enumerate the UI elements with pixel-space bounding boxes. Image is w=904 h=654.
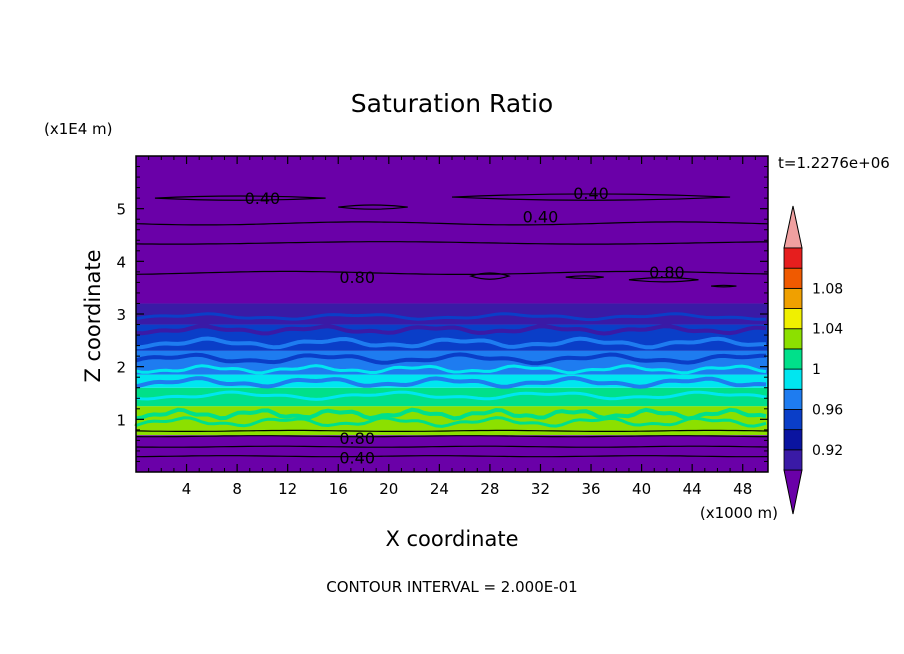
colorbar-tick-label-1: 0.96: [812, 402, 843, 418]
x-tick-label-1: 8: [232, 480, 242, 498]
x-tick-label-2: 12: [278, 480, 297, 498]
contour-filament-2: [135, 416, 767, 428]
contour-label-3: 0.80: [339, 268, 375, 287]
contour-loop-3: [469, 272, 511, 280]
x-tick-label-9: 40: [632, 480, 651, 498]
contour-label-4: 0.80: [649, 263, 685, 282]
contour-line-0: [135, 221, 769, 226]
contour-label-1: 0.40: [573, 184, 609, 203]
y-tick-label-1: 2: [116, 359, 126, 377]
colorbar-segment-8: [783, 287, 803, 309]
contour-loop-0: [154, 195, 326, 201]
contour-filament-1: [135, 407, 767, 421]
colorbar-tick-label-2: 1: [812, 362, 821, 378]
contour-lines: [135, 193, 769, 458]
colorbar-segment-4: [783, 368, 803, 390]
contour-line-1: [135, 241, 768, 245]
colorbar-segment-2: [783, 409, 803, 431]
contour-line-5: [135, 445, 769, 448]
contour-loop-6: [711, 284, 737, 288]
colorbar-arrow-high: [783, 205, 803, 249]
y-axis: 1 2 3 4 5: [116, 166, 768, 462]
contour-loop-5: [628, 277, 699, 283]
colorbar-tick-label-3: 1.04: [812, 322, 843, 338]
contour-filament-5: [135, 364, 767, 375]
x-tick-label-8: 36: [581, 480, 600, 498]
contour-label-0: 0.40: [245, 189, 281, 208]
contour-label-5: 0.80: [339, 429, 375, 448]
plot-area: [134, 156, 768, 472]
contour-band-0: [136, 435, 768, 472]
y-tick-label-4: 5: [116, 201, 126, 219]
contour-line-6: [135, 455, 769, 458]
x-unit-label: (x1000 m): [700, 504, 778, 522]
colorbar-segment-1: [783, 429, 803, 451]
y-tick-label-0: 1: [116, 411, 126, 429]
x-tick-label-7: 32: [531, 480, 550, 498]
colorbar-arrow-low: [783, 469, 803, 515]
x-tick-label-0: 4: [182, 480, 192, 498]
contour-line-2: [135, 270, 769, 275]
contour-interval-label: CONTOUR INTERVAL = 2.000E-01: [326, 578, 577, 596]
contour-band-7: [136, 156, 768, 304]
colorbar-segment-3: [783, 388, 803, 410]
contour-filament-10: [135, 303, 767, 314]
colorbar-segment-6: [783, 328, 803, 350]
colorbar-segment-10: [783, 247, 803, 269]
contour-filament-7: [136, 336, 767, 350]
colorbar-tick-label-0: 0.92: [812, 443, 843, 459]
contour-line-4: [135, 435, 768, 438]
contour-filament-9: [135, 312, 767, 322]
x-axis-label: X coordinate: [385, 527, 518, 551]
contour-loop-2: [451, 193, 731, 201]
contour-loop-1: [338, 204, 408, 210]
contour-labels: 0.40 0.400.400.80 0.800.800.40: [245, 184, 685, 467]
colorbar: 0.92 0.96 1 1.04 1.08: [783, 205, 843, 515]
x-tick-label-11: 48: [733, 480, 752, 498]
colorbar-segment-5: [783, 348, 803, 370]
time-label: t=1.2276e+06: [778, 154, 890, 172]
y-tick-label-2: 3: [116, 306, 126, 324]
x-tick-label-5: 24: [430, 480, 449, 498]
contour-line-3: [135, 429, 769, 432]
contour-label-2: 0.40: [523, 208, 559, 227]
x-tick-label-10: 44: [683, 480, 702, 498]
colorbar-segment-9: [783, 267, 803, 289]
colorbar-segment-7: [783, 308, 803, 330]
x-tick-label-4: 20: [379, 480, 398, 498]
y-tick-label-3: 4: [116, 253, 126, 271]
y-unit-label: (x1E4 m): [44, 120, 113, 138]
x-axis: 4 8 12 16 20 24 28 32 36 40 44 48: [148, 156, 756, 498]
contour-filament-4: [135, 375, 767, 389]
colorbar-tick-label-4: 1.08: [812, 281, 843, 297]
contour-filament-6: [135, 352, 767, 366]
contour-label-6: 0.40: [339, 448, 375, 467]
x-tick-label-3: 16: [329, 480, 348, 498]
contour-loop-4: [565, 275, 604, 280]
y-axis-label: Z coordinate: [81, 249, 105, 382]
chart-title: Saturation Ratio: [351, 89, 553, 118]
colorbar-segment-0: [783, 449, 803, 471]
contour-filament-3: [135, 390, 767, 401]
x-tick-label-6: 28: [480, 480, 499, 498]
contour-filament-8: [135, 324, 767, 336]
